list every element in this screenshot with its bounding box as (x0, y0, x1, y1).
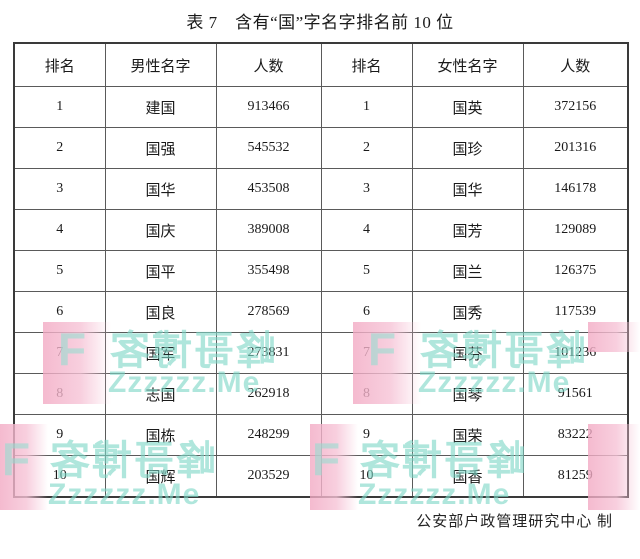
cell-rank-female: 7 (320, 332, 413, 374)
cell-name-female: 国英 (411, 86, 524, 128)
column-header-male-name: 男性名字 (104, 42, 217, 87)
cell-count-female: 129089 (522, 209, 629, 251)
cell-count-male: 355498 (215, 250, 322, 292)
cell-rank-female: 10 (320, 455, 413, 498)
cell-count-female: 91561 (522, 373, 629, 415)
cell-rank-female: 9 (320, 414, 413, 456)
column-header-female-name: 女性名字 (411, 42, 524, 87)
cell-name-male: 国庆 (104, 209, 217, 251)
cell-rank-male: 1 (13, 86, 106, 128)
cell-name-male: 国平 (104, 250, 217, 292)
cell-count-female: 117539 (522, 291, 629, 333)
table-row: 10 国辉 203529 10 国香 81259 (13, 455, 629, 498)
cell-count-male: 389008 (215, 209, 322, 251)
cell-count-male: 545532 (215, 127, 322, 169)
table-row: 8 志国 262918 8 国琴 91561 (13, 373, 629, 415)
cell-count-female: 83222 (522, 414, 629, 456)
cell-name-female: 国秀 (411, 291, 524, 333)
table-header: 排名 男性名字 人数 排名 女性名字 人数 (13, 42, 629, 87)
cell-name-male: 建国 (104, 86, 217, 128)
cell-name-female: 国兰 (411, 250, 524, 292)
cell-rank-male: 10 (13, 455, 106, 498)
cell-name-female: 国芳 (411, 209, 524, 251)
cell-count-male: 248299 (215, 414, 322, 456)
cell-count-male: 203529 (215, 455, 322, 498)
cell-rank-male: 5 (13, 250, 106, 292)
cell-name-male: 国华 (104, 168, 217, 210)
cell-name-female: 国香 (411, 455, 524, 498)
cell-rank-male: 6 (13, 291, 106, 333)
cell-rank-male: 9 (13, 414, 106, 456)
cell-rank-female: 6 (320, 291, 413, 333)
cell-count-male: 278569 (215, 291, 322, 333)
cell-rank-male: 8 (13, 373, 106, 415)
column-header-female-count: 人数 (522, 42, 629, 87)
cell-name-female: 国华 (411, 168, 524, 210)
table-row: 1 建国 913466 1 国英 372156 (13, 86, 629, 128)
cell-name-male: 国良 (104, 291, 217, 333)
column-header-rank-female: 排名 (320, 42, 413, 87)
cell-count-female: 126375 (522, 250, 629, 292)
column-header-rank-male: 排名 (13, 42, 106, 87)
table-row: 3 国华 453508 3 国华 146178 (13, 168, 629, 210)
cell-rank-female: 8 (320, 373, 413, 415)
cell-count-male: 913466 (215, 86, 322, 128)
names-ranking-table: 排名 男性名字 人数 排名 女性名字 人数 1 建国 913466 1 国英 372156… (13, 42, 629, 498)
page-title: 表 7 含有“国”字名字排名前 10 位 (186, 13, 454, 32)
cell-rank-male: 7 (13, 332, 106, 374)
cell-rank-female: 3 (320, 168, 413, 210)
cell-count-male: 453508 (215, 168, 322, 210)
cell-count-female: 101236 (522, 332, 629, 374)
table-body: 1 建国 913466 1 国英 372156 2 国强 545532 2 国珍 201316 3 国华 4… (13, 86, 629, 498)
cell-name-female: 国荣 (411, 414, 524, 456)
cell-count-female: 146178 (522, 168, 629, 210)
cell-name-male: 国栋 (104, 414, 217, 456)
cell-name-female: 国芬 (411, 332, 524, 374)
cell-name-female: 国珍 (411, 127, 524, 169)
table-container: 排名 男性名字 人数 排名 女性名字 人数 1 建国 913466 1 国英 372156… (13, 42, 629, 498)
cell-count-female: 201316 (522, 127, 629, 169)
cell-count-female: 81259 (522, 455, 629, 498)
cell-name-male: 国辉 (104, 455, 217, 498)
table-row: 6 国良 278569 6 国秀 117539 (13, 291, 629, 333)
cell-rank-female: 5 (320, 250, 413, 292)
cell-rank-female: 4 (320, 209, 413, 251)
cell-name-male: 国军 (104, 332, 217, 374)
cell-name-female: 国琴 (411, 373, 524, 415)
cell-rank-male: 4 (13, 209, 106, 251)
cell-count-female: 372156 (522, 86, 629, 128)
cell-rank-female: 1 (320, 86, 413, 128)
table-header-row: 排名 男性名字 人数 排名 女性名字 人数 (13, 42, 629, 87)
cell-count-male: 262918 (215, 373, 322, 415)
cell-count-male: 273831 (215, 332, 322, 374)
table-row: 7 国军 273831 7 国芬 101236 (13, 332, 629, 374)
cell-rank-male: 2 (13, 127, 106, 169)
cell-rank-female: 2 (320, 127, 413, 169)
table-row: 2 国强 545532 2 国珍 201316 (13, 127, 629, 169)
cell-name-male: 志国 (104, 373, 217, 415)
table-row: 9 国栋 248299 9 国荣 83222 (13, 414, 629, 456)
cell-name-male: 国强 (104, 127, 217, 169)
column-header-male-count: 人数 (215, 42, 322, 87)
table-row: 5 国平 355498 5 国兰 126375 (13, 250, 629, 292)
table-source-note: 公安部户政管理研究中心 制 (416, 514, 613, 530)
table-row: 4 国庆 389008 4 国芳 129089 (13, 209, 629, 251)
cell-rank-male: 3 (13, 168, 106, 210)
